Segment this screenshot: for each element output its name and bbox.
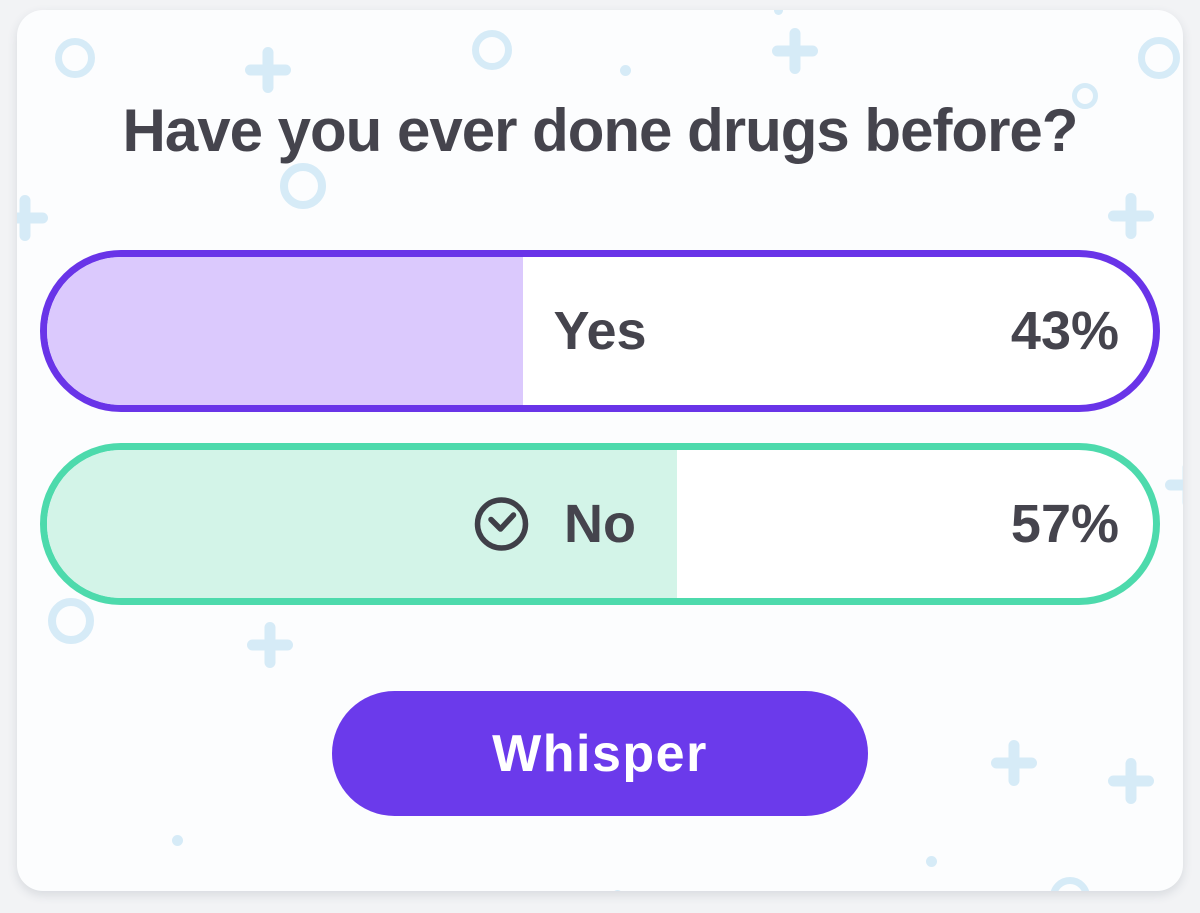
option-label: No (564, 494, 636, 554)
option-fill-bar (47, 257, 523, 405)
option-percent: 43% (1010, 301, 1119, 361)
poll-card: Have you ever done drugs before? Yes 43% N… (17, 10, 1183, 891)
option-fill-bar (47, 450, 678, 598)
poll-options: Yes 43% No 57% (17, 10, 1183, 891)
poll-option-no[interactable]: No 57% (40, 443, 1160, 605)
whisper-button[interactable]: Whisper (332, 691, 868, 816)
poll-question: Have you ever done drugs before? (122, 97, 1079, 164)
option-label: Yes (553, 301, 647, 361)
poll-option-yes[interactable]: Yes 43% (40, 250, 1160, 412)
check-circle-icon (474, 497, 529, 551)
option-percent: 57% (1010, 494, 1119, 554)
